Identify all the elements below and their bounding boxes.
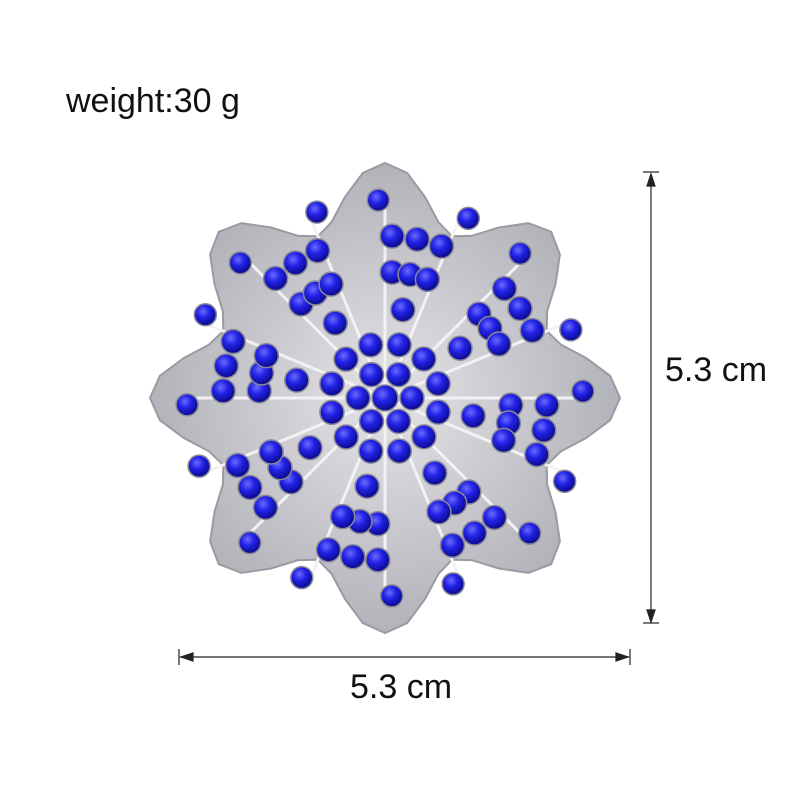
gem [262,265,289,292]
gem [571,379,595,404]
weight-label: weight:30 g [66,82,240,120]
gem [441,572,465,596]
gem [258,439,284,465]
gem [315,537,342,563]
gem [486,331,512,357]
gem [439,532,466,559]
gem [404,226,430,252]
gem [319,371,345,397]
gem [358,438,384,464]
gem [220,328,246,355]
gem [224,452,251,479]
brooch [148,161,622,635]
gem [358,408,385,435]
gem [385,361,412,388]
gem [284,367,310,393]
gem [379,223,405,249]
gem [345,385,371,411]
gem [329,503,356,530]
gem [297,434,323,461]
gem [228,251,253,275]
gem [210,378,236,404]
gem [354,473,380,499]
gem [253,342,280,369]
gem [318,271,344,297]
gem [386,332,412,358]
gem [524,441,550,468]
gem [531,417,557,443]
gem [428,233,455,259]
gem [411,424,437,450]
gem [366,188,391,212]
gem [461,520,488,546]
gem [252,494,279,521]
gem [365,547,391,573]
gem [421,460,448,486]
width-label: 5.3 cm [350,668,453,706]
height-dimension-arrow [643,171,659,624]
gem [187,454,211,478]
gem [319,399,345,426]
gem [304,237,331,264]
gem [238,530,262,555]
width-dimension-arrow [178,649,631,665]
gem [289,565,314,590]
gem [425,399,451,425]
gem [559,318,583,342]
gem [379,584,404,608]
gem [175,392,199,417]
gem [399,385,425,411]
gem [282,250,309,276]
gem [508,241,532,266]
gem [305,200,329,224]
gem [490,427,517,454]
gem [491,275,518,302]
gem [386,438,413,464]
gem [507,295,533,322]
gem [425,370,451,397]
gem [358,361,385,388]
gem [333,346,359,372]
gem [552,469,577,494]
gem [237,474,263,501]
gem [460,403,486,429]
gem [414,266,441,293]
gem [456,206,481,231]
gem [385,408,412,435]
gem [357,332,384,358]
gem [193,302,218,327]
gem [322,310,349,336]
gem [426,499,452,525]
gem [340,544,366,570]
gem [534,392,560,418]
gem [447,335,473,362]
gem [390,297,416,323]
gem [333,424,359,450]
gem [519,317,546,344]
gem [213,353,239,379]
gem [371,384,399,412]
gem [411,346,437,372]
gem [481,504,508,531]
gem [517,521,542,545]
height-label: 5.3 cm [665,351,768,389]
